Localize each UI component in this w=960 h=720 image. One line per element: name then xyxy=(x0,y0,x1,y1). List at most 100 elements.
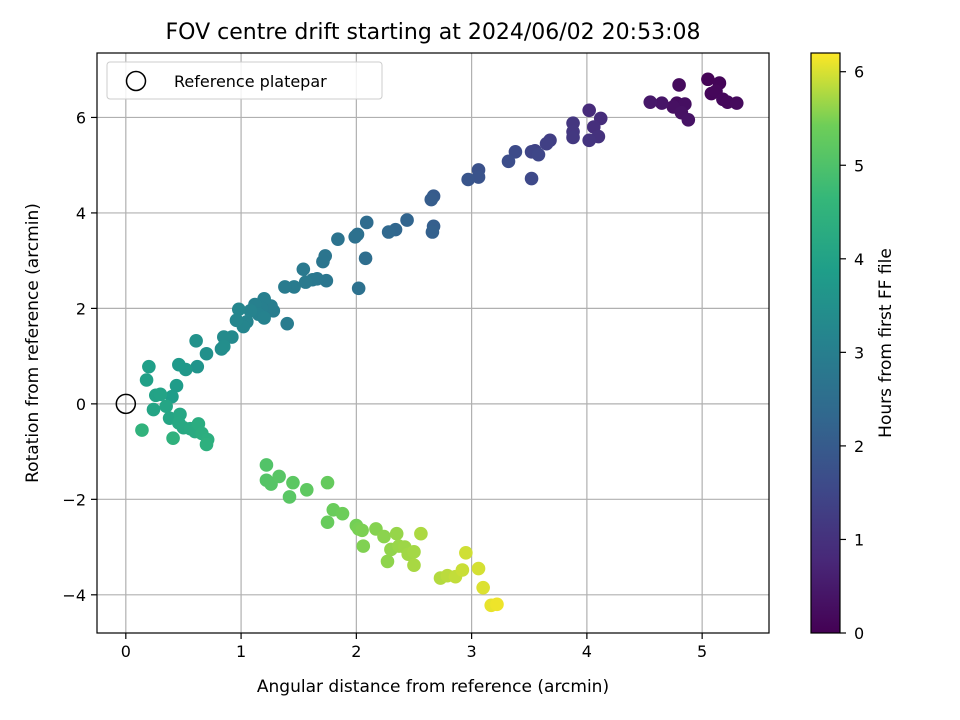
x-tick-label: 0 xyxy=(121,642,131,661)
data-point xyxy=(166,431,180,446)
legend-entry-reference: Reference platepar xyxy=(174,72,327,91)
colorbar-tick-label: 2 xyxy=(854,437,864,456)
data-point xyxy=(286,475,300,490)
chart-title: FOV centre drift starting at 2024/06/02 … xyxy=(166,20,701,45)
data-points xyxy=(135,72,744,613)
y-tick-label: 2 xyxy=(76,299,86,318)
grid xyxy=(97,53,769,633)
legend: Reference platepar xyxy=(106,61,383,100)
data-point xyxy=(146,402,161,417)
data-point xyxy=(425,225,440,239)
y-tick-label: 4 xyxy=(76,204,86,223)
data-point xyxy=(389,526,404,541)
data-point xyxy=(348,229,362,244)
legend-marker xyxy=(125,70,147,92)
colorbar-ticks: 0 1 2 3 4 5 6 xyxy=(840,63,864,643)
data-point xyxy=(566,130,580,145)
data-point xyxy=(199,346,214,361)
colorbar xyxy=(810,52,841,634)
data-point xyxy=(229,313,244,328)
x-tick-label: 4 xyxy=(582,642,592,661)
data-point xyxy=(400,213,414,227)
data-point xyxy=(335,506,350,521)
data-point xyxy=(142,359,156,374)
y-tick-label: −2 xyxy=(62,490,86,509)
data-point xyxy=(259,458,274,472)
data-point xyxy=(524,171,539,186)
y-axis-label: Rotation from reference (arcmin) xyxy=(23,203,43,483)
data-point xyxy=(199,437,214,452)
data-point xyxy=(189,334,203,348)
x-axis-label: Angular distance from reference (arcmin) xyxy=(257,677,609,697)
data-point xyxy=(331,232,345,246)
data-point xyxy=(216,339,231,354)
data-point xyxy=(672,78,686,92)
colorbar-tick-label: 4 xyxy=(854,250,864,269)
data-point xyxy=(243,303,258,318)
data-point xyxy=(153,387,168,402)
data-point xyxy=(231,302,246,317)
data-point xyxy=(655,96,669,110)
data-point xyxy=(381,225,396,239)
data-point xyxy=(508,145,523,159)
colorbar-tick-label: 0 xyxy=(854,624,864,643)
x-tick-label: 1 xyxy=(236,642,246,661)
colorbar-label: Hours from first FF file xyxy=(876,248,896,438)
data-point xyxy=(459,546,473,560)
data-point xyxy=(257,311,271,325)
x-tick-label: 2 xyxy=(351,642,361,661)
data-point xyxy=(356,539,371,553)
data-point xyxy=(169,378,184,393)
data-point xyxy=(380,554,395,569)
data-point xyxy=(377,529,391,544)
colorbar-tick-label: 3 xyxy=(854,343,864,362)
data-point xyxy=(278,280,292,294)
data-point xyxy=(539,136,554,151)
data-point xyxy=(729,96,744,110)
data-point xyxy=(407,545,421,559)
data-point xyxy=(681,113,696,127)
data-point xyxy=(471,561,486,576)
data-point xyxy=(471,170,486,184)
data-point xyxy=(414,526,428,541)
data-point xyxy=(424,192,439,207)
data-point xyxy=(455,563,470,577)
data-point xyxy=(316,254,330,269)
data-point xyxy=(272,469,286,484)
data-point xyxy=(501,154,516,169)
data-point xyxy=(216,330,231,344)
data-point xyxy=(359,215,374,230)
data-point xyxy=(476,580,490,595)
data-point xyxy=(490,597,504,612)
data-point xyxy=(135,423,149,437)
x-tick-label: 5 xyxy=(697,642,707,661)
data-point xyxy=(407,558,421,573)
data-point xyxy=(320,515,335,530)
plot-frame xyxy=(96,52,770,634)
data-point xyxy=(282,490,297,504)
data-point xyxy=(159,399,173,414)
data-point xyxy=(531,147,546,162)
y-tick-label: −4 xyxy=(62,586,86,605)
data-point xyxy=(358,251,373,266)
data-point xyxy=(351,281,366,296)
colorbar-tick-label: 6 xyxy=(854,63,864,82)
data-point xyxy=(190,359,205,374)
y-tick-label: 0 xyxy=(76,395,86,414)
y-tick-label: 6 xyxy=(76,108,86,127)
data-point xyxy=(280,316,294,331)
data-point xyxy=(320,475,335,490)
data-point xyxy=(139,373,154,387)
data-point xyxy=(461,172,475,187)
data-point xyxy=(643,95,658,109)
x-tick-label: 3 xyxy=(467,642,477,661)
data-point xyxy=(299,482,314,497)
data-point xyxy=(701,72,715,87)
data-point xyxy=(298,275,313,289)
x-axis-ticks: 0 1 2 3 4 5 xyxy=(121,633,707,661)
legend-box xyxy=(106,61,383,100)
data-point xyxy=(172,357,186,372)
y-axis-ticks: −4 −2 0 2 4 6 xyxy=(62,108,97,605)
colorbar-tick-label: 1 xyxy=(854,530,864,549)
